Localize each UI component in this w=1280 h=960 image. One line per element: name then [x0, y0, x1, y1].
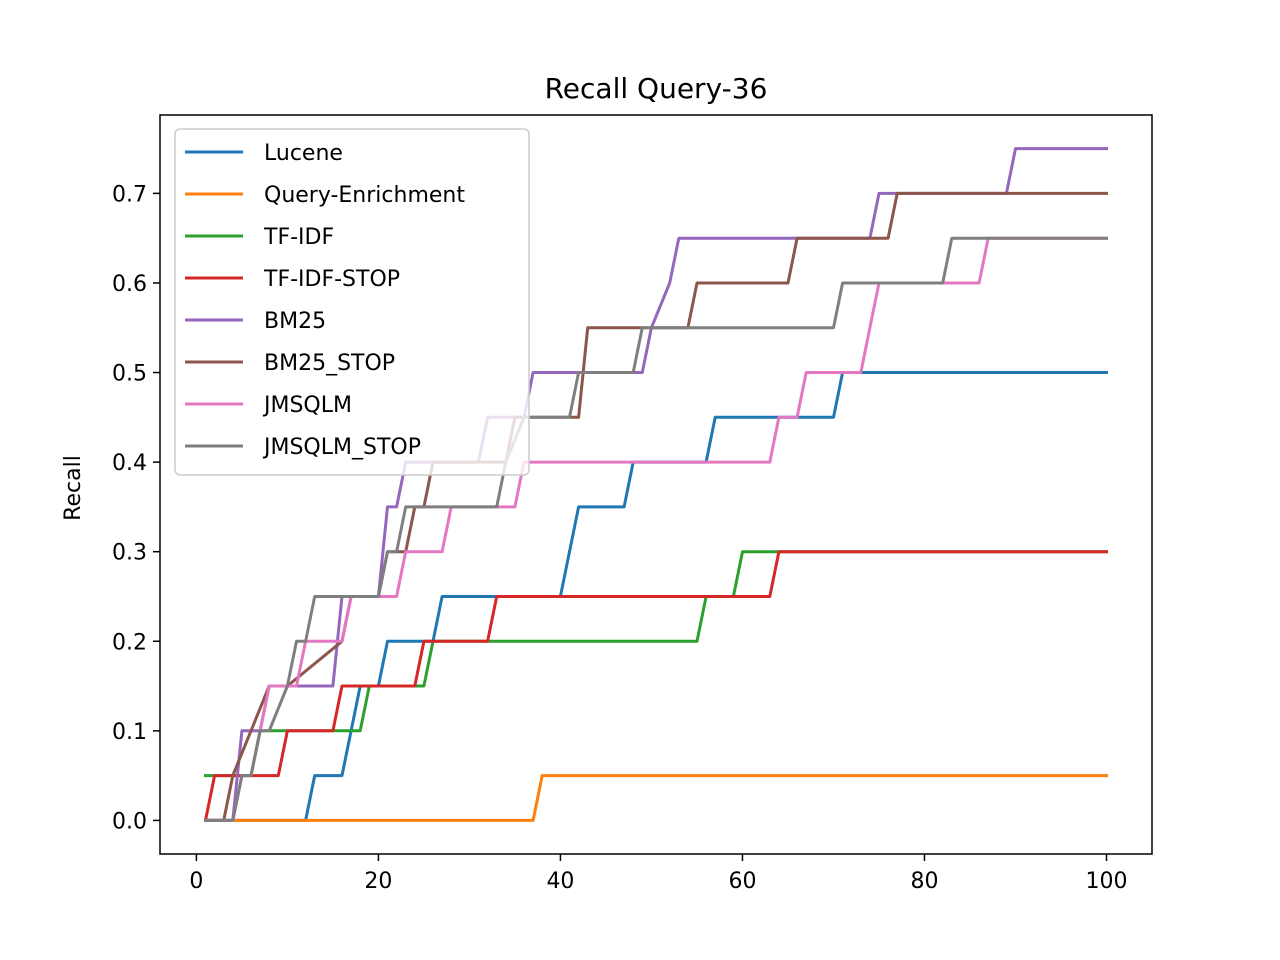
- x-tick-label: 80: [910, 869, 938, 894]
- legend-label: TF-IDF: [263, 225, 334, 250]
- legend-label: JMSQLM: [262, 393, 352, 418]
- y-tick-label: 0.5: [112, 362, 147, 387]
- legend-label: BM25_STOP: [264, 351, 395, 376]
- y-tick-label: 0.4: [112, 451, 147, 476]
- legend-label: TF-IDF-STOP: [263, 267, 400, 292]
- plot-frame: [159, 114, 1153, 855]
- y-tick-label: 0.1: [112, 720, 147, 745]
- y-axis: 0.0 0.1 0.2 0.3 0.4 0.5 0.6 0.7: [112, 182, 160, 834]
- y-axis-label: Recall: [61, 455, 86, 521]
- legend-label: JMSQLM_STOP: [262, 435, 421, 460]
- x-tick-label: 20: [364, 869, 392, 894]
- legend-label: BM25: [264, 309, 326, 334]
- series-line-jmsqlm: [204, 236, 1108, 822]
- y-tick-label: 0.7: [112, 182, 147, 207]
- x-axis: 0 20 40 60 80 100: [189, 854, 1127, 894]
- legend-label: Query-Enrichment: [264, 183, 465, 208]
- chart-title: Recall Query-36: [545, 72, 768, 105]
- x-tick-label: 0: [189, 869, 203, 894]
- legend-label: Lucene: [264, 141, 343, 166]
- series-line-tf-idf-stop: [203, 550, 1108, 823]
- series-line-query-enrichment: [204, 774, 1108, 822]
- y-tick-label: 0.0: [112, 809, 147, 834]
- x-tick-label: 60: [728, 869, 756, 894]
- x-tick-label: 40: [546, 869, 574, 894]
- series-layer: [203, 147, 1108, 823]
- y-tick-label: 0.3: [112, 541, 147, 566]
- y-tick-label: 0.6: [112, 272, 147, 297]
- y-tick-label: 0.2: [112, 630, 147, 655]
- legend-box: [174, 128, 530, 476]
- x-tick-label: 100: [1085, 869, 1127, 894]
- series-line-jmsqlm-stop: [204, 236, 1108, 822]
- legend: Lucene Query-Enrichment TF-IDF TF-IDF-STOP B…: [174, 128, 530, 476]
